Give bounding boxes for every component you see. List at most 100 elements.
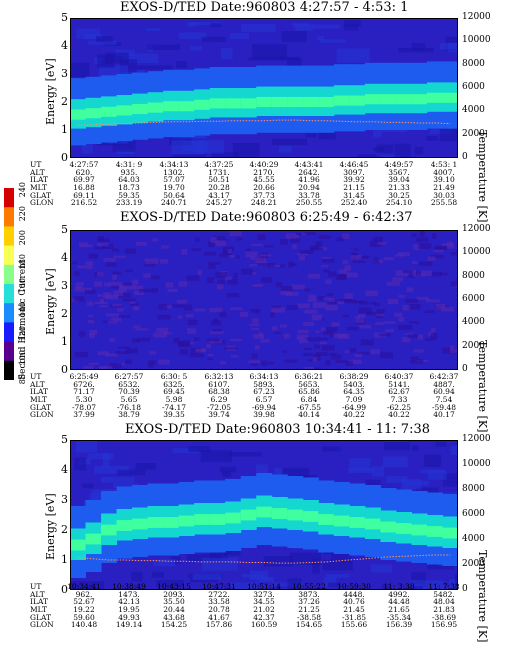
- texture-patch: [135, 328, 149, 331]
- texture-patch: [178, 281, 188, 287]
- energy-band-core: [85, 108, 102, 119]
- texture-patch: [394, 143, 411, 158]
- texture-patch: [156, 580, 184, 588]
- texture-patch: [319, 337, 329, 341]
- orbit-value: -72.05: [206, 402, 232, 412]
- temperature-tick-label: 8000: [462, 484, 485, 494]
- texture-patch: [369, 302, 377, 305]
- orbit-value: 49.93: [118, 612, 140, 622]
- colorbar-segment: [4, 264, 14, 285]
- orbit-value: 30.25: [388, 190, 410, 200]
- texture-patch: [114, 255, 126, 259]
- texture-patch: [285, 233, 299, 239]
- orbit-value: 5893.: [253, 379, 275, 389]
- texture-patch: [167, 288, 178, 293]
- orbit-value: 157.86: [205, 620, 233, 630]
- texture-patch: [178, 341, 191, 348]
- orbit-value: 10:47:31: [202, 582, 236, 591]
- texture-patch: [335, 274, 347, 281]
- orbit-value: 64.35: [343, 387, 365, 397]
- texture-patch: [99, 305, 108, 308]
- texture-patch: [414, 146, 424, 155]
- texture-patch: [187, 328, 196, 335]
- texture-patch: [407, 586, 423, 590]
- texture-patch: [369, 241, 382, 247]
- energy-band-core: [85, 533, 102, 545]
- texture-patch: [161, 245, 169, 249]
- texture-patch: [346, 326, 359, 331]
- texture-patch: [75, 282, 85, 286]
- orbit-value: 39.92: [343, 175, 365, 185]
- texture-patch: [317, 35, 324, 41]
- texture-patch: [112, 248, 120, 252]
- energy-band-core: [333, 515, 350, 527]
- orbit-value: 6726.: [73, 379, 95, 389]
- texture-patch: [152, 287, 159, 293]
- texture-patch: [427, 256, 436, 261]
- texture-patch: [296, 252, 309, 256]
- texture-patch: [230, 32, 250, 40]
- texture-patch: [87, 320, 95, 324]
- energy-tick-label: 4: [61, 251, 68, 264]
- temperature-tick-label: 8000: [462, 270, 485, 281]
- energy-tick-label: 2: [61, 95, 68, 108]
- orbit-value: 5.98: [165, 395, 183, 405]
- orbit-value: 149.14: [115, 620, 143, 630]
- texture-patch: [354, 353, 363, 358]
- texture-patch: [450, 281, 458, 287]
- texture-patch: [241, 574, 264, 578]
- temperature-tick-label: 10000: [462, 247, 491, 258]
- texture-patch: [291, 284, 305, 290]
- texture-patch: [397, 252, 411, 257]
- temperature-tick-label: 12000: [462, 434, 491, 444]
- texture-patch: [130, 302, 139, 307]
- temperature-tick-label: 10000: [462, 459, 491, 469]
- orbit-value: 5.30: [75, 395, 93, 405]
- energy-band-core: [70, 539, 87, 551]
- orbit-value: 6:25:49: [69, 372, 99, 381]
- texture-patch: [454, 573, 458, 586]
- orbit-value: 6:27:57: [114, 372, 144, 381]
- colorbar-segment: [4, 303, 14, 323]
- texture-patch: [344, 293, 353, 299]
- texture-patch: [108, 320, 118, 324]
- orbit-value: 2093.: [163, 589, 185, 599]
- texture-patch: [112, 303, 122, 307]
- temperature-tick-label: 10000: [462, 35, 491, 46]
- texture-patch: [156, 327, 169, 333]
- texture-patch: [133, 290, 145, 296]
- orbit-value: 2170.: [253, 167, 275, 177]
- orbit-row-label: ILAT: [30, 597, 48, 607]
- orbit-value: 11: 7:38: [428, 582, 460, 591]
- texture-patch: [278, 146, 292, 153]
- texture-patch: [143, 273, 151, 278]
- texture-patch: [132, 306, 138, 310]
- orbit-value: 6532.: [118, 379, 140, 389]
- orbit-value: 21.49: [433, 183, 455, 193]
- texture-patch: [363, 255, 370, 258]
- texture-patch: [365, 312, 376, 316]
- texture-patch: [252, 284, 264, 288]
- texture-patch: [398, 48, 434, 53]
- texture-patch: [349, 347, 357, 353]
- texture-patch: [292, 244, 297, 250]
- texture-patch: [76, 28, 100, 39]
- orbit-value: 156.39: [385, 620, 413, 630]
- texture-patch: [206, 338, 220, 342]
- texture-patch: [355, 316, 360, 319]
- texture-patch: [271, 582, 304, 587]
- texture-patch: [358, 307, 373, 314]
- orbit-value: 255.58: [430, 198, 458, 208]
- temperature-tick-label: 12000: [462, 12, 491, 22]
- texture-patch: [435, 441, 447, 447]
- texture-patch: [103, 258, 116, 262]
- texture-patch: [295, 23, 314, 31]
- energy-tick-label: 1: [61, 335, 68, 348]
- orbit-value: 37.26: [298, 597, 320, 607]
- texture-patch: [248, 57, 284, 61]
- texture-patch: [208, 264, 216, 269]
- temperature-tick-label: 4000: [462, 317, 485, 328]
- texture-patch: [193, 337, 200, 341]
- spectrogram: [70, 18, 458, 158]
- orbit-value: 68.38: [208, 387, 230, 397]
